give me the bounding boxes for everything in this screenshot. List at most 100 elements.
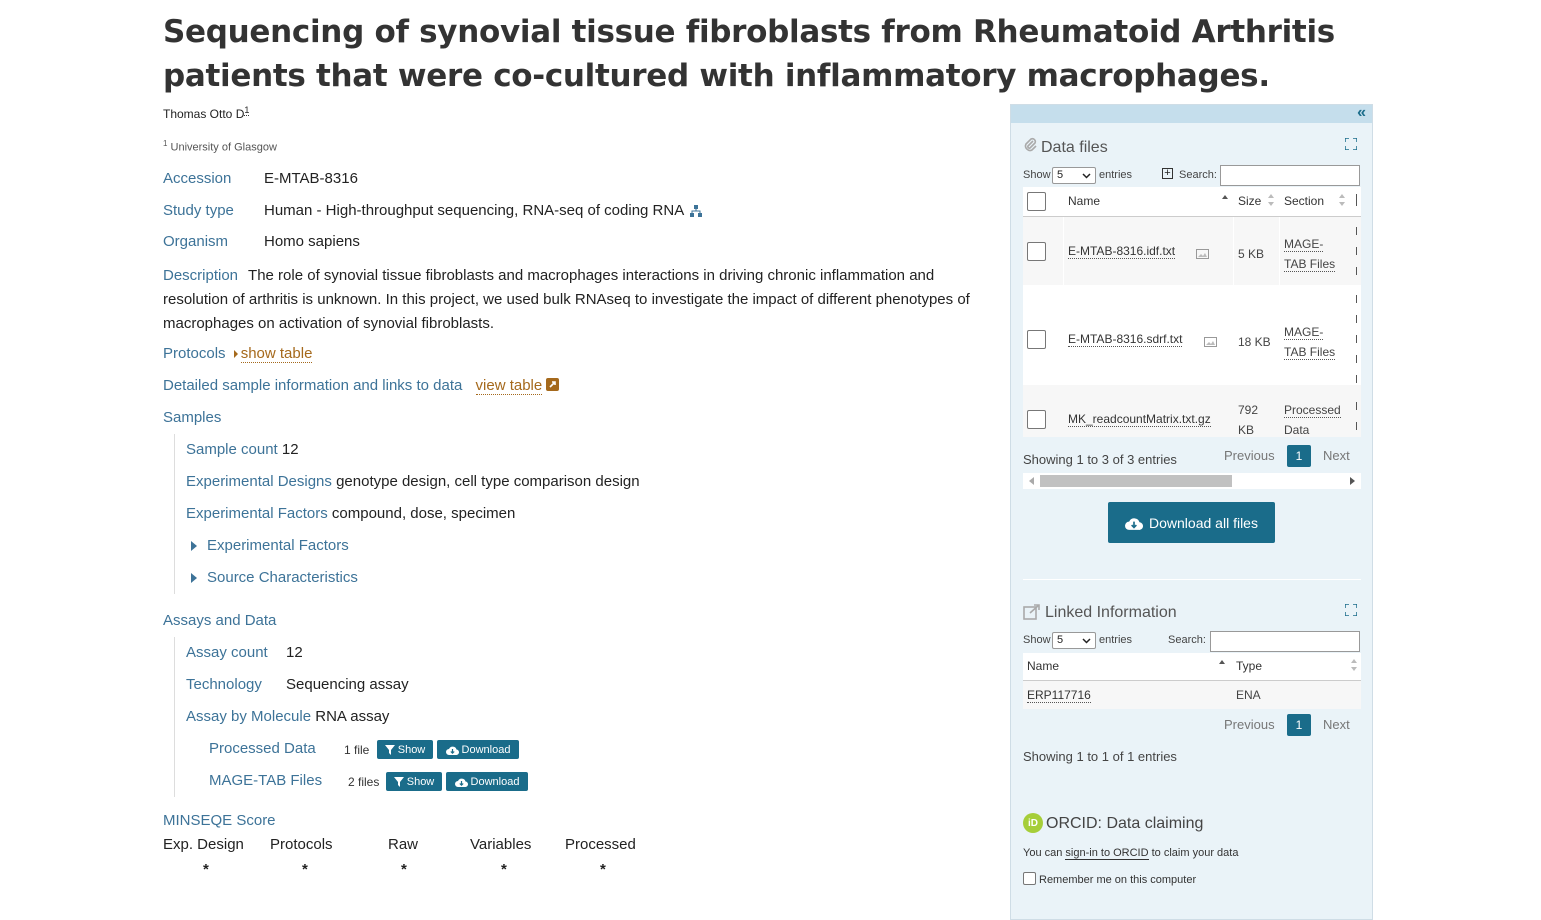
magetab-show-label: Show xyxy=(406,775,435,788)
file-section: MAGE- TAB Files xyxy=(1284,322,1336,362)
search-label: Search: xyxy=(1179,169,1217,181)
samples-divider xyxy=(174,434,175,594)
file-section-line1: Processed xyxy=(1284,403,1341,418)
study-type-text: Human - High-throughput sequencing, RNA-… xyxy=(264,202,684,219)
cloud-download-icon xyxy=(454,778,468,787)
magetab-download-label: Download xyxy=(470,775,520,788)
processed-download-button[interactable]: Download xyxy=(437,740,519,759)
file-section-line2: Data xyxy=(1284,423,1310,437)
row-checkbox[interactable] xyxy=(1027,410,1046,429)
sort-asc-icon xyxy=(1221,193,1229,207)
sort-asc-icon xyxy=(1218,658,1226,672)
file-size-line1: 792 xyxy=(1238,403,1259,417)
author-affiliation-ref[interactable]: 1 xyxy=(244,105,250,116)
assay-count-label: Assay count xyxy=(186,644,268,661)
external-link-icon xyxy=(546,378,560,391)
col-divider xyxy=(1279,217,1280,385)
orcid-you-can: You can xyxy=(1023,847,1063,859)
view-table-text: view table xyxy=(475,377,543,395)
expand-icon[interactable] xyxy=(1344,603,1358,621)
molecule-label: Assay by Molecule xyxy=(186,708,312,725)
orcid-claim-text: to claim your data xyxy=(1151,847,1239,859)
experimental-factors-toggle[interactable]: Experimental Factors xyxy=(191,537,349,554)
file-link[interactable]: E-MTAB-8316.sdrf.txt xyxy=(1068,332,1183,347)
linked-entry-type: ENA xyxy=(1236,688,1261,702)
col-divider xyxy=(1233,217,1234,385)
column-header-size[interactable]: Size xyxy=(1238,194,1262,208)
column-header-name[interactable]: Name xyxy=(1068,194,1101,208)
expand-icon[interactable] xyxy=(1344,137,1358,155)
affiliation-name: University of Glasgow xyxy=(170,141,277,154)
row-checkbox[interactable] xyxy=(1027,330,1046,349)
author: Thomas Otto D1 xyxy=(163,105,250,121)
file-size-line2: KB xyxy=(1238,423,1255,437)
molecule-row: Assay by Molecule RNA assay xyxy=(186,708,389,725)
select-all-checkbox[interactable] xyxy=(1027,192,1046,211)
orcid-sign-in-link[interactable]: sign-in to ORCID xyxy=(1065,847,1149,860)
data-files-table: Name Size Section E-MTAB-8316.idf.txt 5 … xyxy=(1023,187,1361,437)
image-icon[interactable] xyxy=(1204,334,1217,352)
file-link[interactable]: E-MTAB-8316.idf.txt xyxy=(1068,244,1176,259)
entries-select[interactable]: 5 xyxy=(1052,167,1096,184)
source-characteristics-toggle[interactable]: Source Characteristics xyxy=(191,569,358,586)
magetab-label: MAGE-TAB Files xyxy=(209,772,323,789)
designs-label: Experimental Designs xyxy=(186,473,332,490)
row-checkbox[interactable] xyxy=(1027,242,1046,261)
download-all-files-button[interactable]: Download all files xyxy=(1108,502,1275,543)
orcid-icon: iD xyxy=(1023,813,1043,833)
column-header-name[interactable]: Name xyxy=(1027,659,1060,673)
organism-label: Organism xyxy=(163,233,229,250)
processed-show-button[interactable]: Show xyxy=(377,740,433,759)
scroll-right-icon[interactable] xyxy=(1349,477,1355,485)
accession-value: E-MTAB-8316 xyxy=(264,170,358,187)
collapse-icon[interactable]: « xyxy=(1357,104,1366,121)
file-section: MAGE- TAB Files xyxy=(1284,234,1336,274)
page-1-button[interactable]: 1 xyxy=(1287,714,1311,736)
minseqe-header-raw: Raw xyxy=(388,836,419,853)
data-files-search-input[interactable] xyxy=(1220,165,1360,186)
table-header-divider xyxy=(1023,680,1361,681)
file-link[interactable]: MK_readcountMatrix.txt.gz xyxy=(1068,412,1211,427)
processed-file-count: 1 file xyxy=(344,743,370,757)
sample-count-value: 12 xyxy=(281,441,299,458)
previous-button[interactable]: Previous xyxy=(1224,717,1275,732)
author-name: Thomas Otto D xyxy=(163,107,245,121)
orcid-text: You can sign-in to ORCID to claim your d… xyxy=(1023,847,1239,860)
scrollbar-thumb[interactable] xyxy=(1040,475,1232,487)
accession-label: Accession xyxy=(163,170,232,187)
chevron-down-icon xyxy=(1082,638,1091,644)
experimental-factors-toggle-label: Experimental Factors xyxy=(207,537,349,554)
minseqe-header-variables: Variables xyxy=(470,836,532,853)
remember-me-checkbox[interactable] xyxy=(1023,872,1036,885)
linked-entry-link[interactable]: ERP117716 xyxy=(1027,688,1091,703)
entries-select[interactable]: 5 xyxy=(1052,632,1096,649)
filter-icon xyxy=(384,744,395,755)
protocols-row: Protocols show table xyxy=(163,345,313,363)
column-header-type[interactable]: Type xyxy=(1236,659,1263,673)
description-text: The role of synovial tissue fibroblasts … xyxy=(163,267,970,332)
column-toggle-icon[interactable]: + xyxy=(1162,168,1173,179)
page-1-button[interactable]: 1 xyxy=(1287,445,1311,467)
assays-divider xyxy=(174,637,175,797)
next-button[interactable]: Next xyxy=(1323,448,1350,463)
technology-value: Sequencing assay xyxy=(286,676,409,693)
sort-both-icon xyxy=(1350,658,1358,672)
linked-search-input[interactable] xyxy=(1210,631,1360,652)
file-section-line1: MAGE- xyxy=(1284,325,1324,340)
scroll-left-icon[interactable] xyxy=(1029,477,1035,485)
magetab-show-button[interactable]: Show xyxy=(386,772,442,791)
image-icon[interactable] xyxy=(1196,246,1209,264)
horizontal-scrollbar[interactable] xyxy=(1023,473,1361,489)
next-button[interactable]: Next xyxy=(1323,717,1350,732)
view-table-link[interactable]: view table xyxy=(475,377,560,395)
magetab-file-count: 2 files xyxy=(348,775,380,789)
show-table-link[interactable]: show table xyxy=(233,345,313,363)
column-header-section[interactable]: Section xyxy=(1284,194,1325,208)
sitemap-icon xyxy=(689,205,702,218)
study-type-label: Study type xyxy=(163,202,234,219)
technology-label: Technology xyxy=(186,676,262,693)
magetab-download-button[interactable]: Download xyxy=(446,772,528,791)
previous-button[interactable]: Previous xyxy=(1224,448,1275,463)
file-section-line1: MAGE- xyxy=(1284,237,1324,252)
sort-both-icon xyxy=(1338,193,1346,207)
